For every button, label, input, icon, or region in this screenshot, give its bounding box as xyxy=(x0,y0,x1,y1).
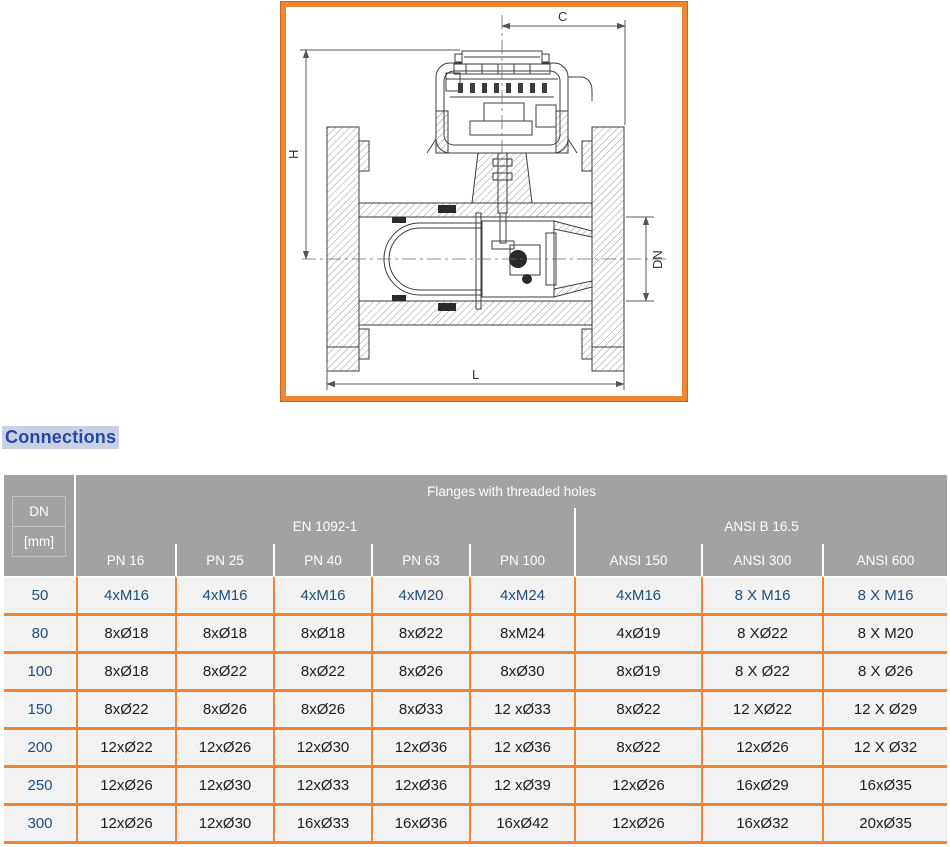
value-cell: 4xM16 xyxy=(76,576,175,616)
value-cell: 12xØ30 xyxy=(175,768,273,806)
value-cell: 12xØ36 xyxy=(371,730,469,768)
value-cell: 12 xØ39 xyxy=(469,768,574,806)
value-cell: 8 X Ø26 xyxy=(822,654,948,692)
technical-drawing: C H DN L xyxy=(286,9,666,390)
column-header-ansi600: ANSI 600 xyxy=(822,544,948,576)
meter-drawing-frame: C H DN L xyxy=(280,1,688,402)
table-row: 300 12xØ26 12xØ30 16xØ33 16xØ36 16xØ42 12xØ26 1… xyxy=(4,806,948,844)
dn-cell: 100 xyxy=(4,654,76,692)
value-cell: 12xØ36 xyxy=(371,768,469,806)
value-cell: 12xØ30 xyxy=(175,806,273,844)
value-cell: 8 X M20 xyxy=(822,616,948,654)
value-cell: 8 XØ22 xyxy=(701,616,822,654)
value-cell: 8xØ22 xyxy=(175,654,273,692)
table-body: 50 4xM16 4xM16 4xM16 4xM20 4xM24 4xM16 8 X M16 8… xyxy=(4,576,948,844)
column-header-ansi300: ANSI 300 xyxy=(701,544,822,576)
standard-header-ansi: ANSI B 16.5 xyxy=(574,508,948,544)
value-cell: 8 X M16 xyxy=(822,576,948,616)
value-cell: 8xØ22 xyxy=(273,654,371,692)
value-cell: 8 X M16 xyxy=(701,576,822,616)
column-header-pn63: PN 63 xyxy=(371,544,469,576)
value-cell: 12xØ26 xyxy=(574,768,701,806)
table-row: 250 12xØ26 12xØ30 12xØ33 12xØ36 12 xØ39 12xØ26… xyxy=(4,768,948,806)
table-row: 100 8xØ18 8xØ22 8xØ22 8xØ26 8xØ30 8xØ19 8 X Ø22… xyxy=(4,654,948,692)
column-header-pn100: PN 100 xyxy=(469,544,574,576)
value-cell: 12 X Ø29 xyxy=(822,692,948,730)
value-cell: 8xØ26 xyxy=(371,654,469,692)
value-cell: 12 X Ø32 xyxy=(822,730,948,768)
value-cell: 12xØ26 xyxy=(701,730,822,768)
value-cell: 16xØ42 xyxy=(469,806,574,844)
value-cell: 8 X Ø22 xyxy=(701,654,822,692)
value-cell: 16xØ35 xyxy=(822,768,948,806)
dn-cell: 200 xyxy=(4,730,76,768)
value-cell: 8xØ26 xyxy=(273,692,371,730)
value-cell: 8xØ22 xyxy=(574,730,701,768)
corner-header: DN [mm] xyxy=(4,475,76,576)
dim-label-c: C xyxy=(558,9,567,24)
dim-label-dn: DN xyxy=(650,250,665,269)
value-cell: 8xM24 xyxy=(469,616,574,654)
value-cell: 20xØ35 xyxy=(822,806,948,844)
value-cell: 8xØ33 xyxy=(371,692,469,730)
value-cell: 16xØ32 xyxy=(701,806,822,844)
value-cell: 16xØ36 xyxy=(371,806,469,844)
value-cell: 12 xØ33 xyxy=(469,692,574,730)
value-cell: 12xØ26 xyxy=(175,730,273,768)
dn-cell: 250 xyxy=(4,768,76,806)
table-row: 200 12xØ22 12xØ26 12xØ30 12xØ36 12 xØ36 8xØ22 1… xyxy=(4,730,948,768)
dn-cell: 150 xyxy=(4,692,76,730)
value-cell: 8xØ18 xyxy=(76,616,175,654)
value-cell: 8xØ18 xyxy=(273,616,371,654)
value-cell: 8xØ19 xyxy=(574,654,701,692)
connections-heading: Connections xyxy=(2,426,120,449)
dn-cell: 80 xyxy=(4,616,76,654)
value-cell: 8xØ26 xyxy=(175,692,273,730)
value-cell: 4xM16 xyxy=(175,576,273,616)
table-row: 50 4xM16 4xM16 4xM16 4xM20 4xM24 4xM16 8 X M16 8… xyxy=(4,576,948,616)
column-header-pn40: PN 40 xyxy=(273,544,371,576)
value-cell: 16xØ29 xyxy=(701,768,822,806)
center-lines xyxy=(302,15,666,260)
value-cell: 12xØ22 xyxy=(76,730,175,768)
table-row: 80 8xØ18 8xØ18 8xØ18 8xØ22 8xM24 4xØ19 8 XØ22 8 … xyxy=(4,616,948,654)
value-cell: 12xØ26 xyxy=(76,768,175,806)
value-cell: 8xØ18 xyxy=(175,616,273,654)
column-header-pn16: PN 16 xyxy=(76,544,175,576)
value-cell: 4xM24 xyxy=(469,576,574,616)
value-cell: 4xØ19 xyxy=(574,616,701,654)
dn-cell: 300 xyxy=(4,806,76,844)
dim-label-h: H xyxy=(286,150,301,159)
value-cell: 8xØ22 xyxy=(574,692,701,730)
value-cell: 12xØ26 xyxy=(574,806,701,844)
value-cell: 12xØ33 xyxy=(273,768,371,806)
value-cell: 12xØ26 xyxy=(76,806,175,844)
value-cell: 4xM16 xyxy=(273,576,371,616)
value-cell: 12 XØ22 xyxy=(701,692,822,730)
meter-body-group xyxy=(326,50,625,372)
dim-label-l: L xyxy=(472,367,479,382)
corner-header-dn: DN xyxy=(13,497,65,527)
value-cell: 16xØ33 xyxy=(273,806,371,844)
value-cell: 12 xØ36 xyxy=(469,730,574,768)
standard-header-en: EN 1092-1 xyxy=(76,508,574,544)
value-cell: 8xØ22 xyxy=(76,692,175,730)
value-cell: 12xØ30 xyxy=(273,730,371,768)
group-header: Flanges with threaded holes xyxy=(76,475,948,508)
value-cell: 8xØ30 xyxy=(469,654,574,692)
value-cell: 4xM16 xyxy=(574,576,701,616)
value-cell: 8xØ18 xyxy=(76,654,175,692)
dimension-lines: C H DN L xyxy=(286,9,665,390)
value-cell: 4xM20 xyxy=(371,576,469,616)
value-cell: 8xØ22 xyxy=(371,616,469,654)
corner-header-unit: [mm] xyxy=(24,534,54,549)
column-header-pn25: PN 25 xyxy=(175,544,273,576)
connections-table: DN [mm] Flanges with threaded holes EN 1… xyxy=(4,475,948,844)
table-row: 150 8xØ22 8xØ26 8xØ26 8xØ33 12 xØ33 8xØ22 12 XØ… xyxy=(4,692,948,730)
dn-cell: 50 xyxy=(4,576,76,616)
column-header-ansi150: ANSI 150 xyxy=(574,544,701,576)
